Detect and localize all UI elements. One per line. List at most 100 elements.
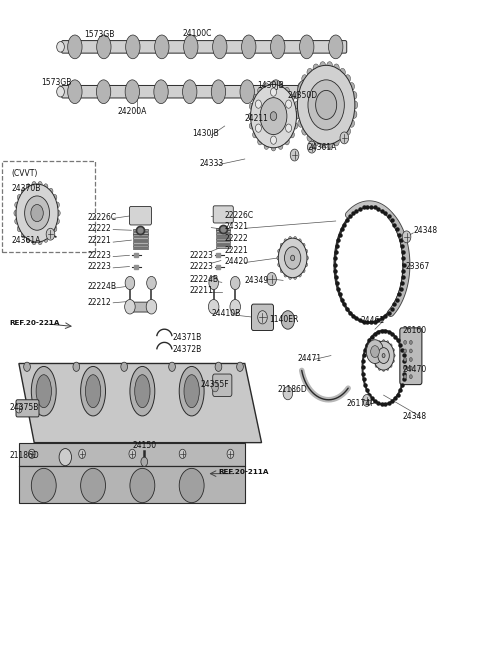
Circle shape — [307, 134, 312, 141]
Circle shape — [334, 138, 339, 146]
Circle shape — [345, 75, 350, 83]
Circle shape — [278, 83, 283, 89]
Circle shape — [290, 95, 294, 100]
Circle shape — [308, 141, 316, 153]
Circle shape — [147, 276, 156, 290]
FancyBboxPatch shape — [213, 206, 233, 223]
Circle shape — [283, 387, 293, 400]
FancyBboxPatch shape — [400, 328, 422, 385]
Circle shape — [294, 276, 297, 280]
Circle shape — [56, 210, 60, 216]
Circle shape — [313, 64, 319, 72]
Circle shape — [46, 228, 55, 240]
Circle shape — [307, 68, 312, 76]
Circle shape — [393, 354, 395, 357]
Circle shape — [237, 362, 243, 371]
Circle shape — [372, 354, 374, 357]
Circle shape — [409, 358, 412, 362]
Circle shape — [382, 354, 385, 358]
Circle shape — [179, 449, 186, 459]
Text: 22221: 22221 — [225, 245, 249, 254]
FancyBboxPatch shape — [61, 85, 344, 98]
Text: 1573GB: 1573GB — [84, 30, 115, 40]
Circle shape — [252, 132, 257, 138]
Circle shape — [373, 360, 375, 363]
Circle shape — [322, 99, 330, 110]
Circle shape — [288, 276, 291, 280]
Circle shape — [402, 231, 411, 243]
Text: 26174P: 26174P — [347, 399, 375, 408]
Ellipse shape — [31, 366, 56, 416]
Circle shape — [339, 134, 345, 141]
FancyBboxPatch shape — [128, 302, 154, 312]
Circle shape — [302, 127, 308, 135]
Text: 24348: 24348 — [403, 412, 427, 421]
Circle shape — [15, 202, 19, 208]
Circle shape — [281, 311, 295, 329]
Polygon shape — [19, 364, 262, 443]
Circle shape — [24, 196, 49, 230]
Circle shape — [38, 239, 42, 245]
Text: 24461: 24461 — [360, 316, 385, 325]
Circle shape — [57, 42, 64, 52]
Circle shape — [348, 120, 354, 128]
Bar — [133, 239, 148, 241]
Circle shape — [386, 340, 389, 344]
Circle shape — [141, 457, 148, 467]
Circle shape — [327, 61, 333, 69]
Circle shape — [271, 81, 276, 88]
Circle shape — [280, 268, 283, 272]
Bar — [133, 237, 148, 239]
Ellipse shape — [130, 469, 155, 502]
Circle shape — [378, 348, 389, 364]
Circle shape — [15, 218, 19, 224]
Circle shape — [299, 273, 301, 277]
Ellipse shape — [240, 80, 254, 104]
Circle shape — [302, 243, 305, 247]
Ellipse shape — [298, 80, 312, 104]
Bar — [216, 241, 230, 243]
Circle shape — [284, 273, 287, 277]
Circle shape — [280, 243, 283, 247]
Text: 24333: 24333 — [199, 159, 224, 168]
Circle shape — [32, 182, 36, 187]
Circle shape — [293, 123, 298, 129]
Circle shape — [366, 340, 384, 364]
Circle shape — [53, 194, 57, 200]
Text: 22222: 22222 — [88, 224, 111, 233]
Bar — [216, 238, 230, 240]
Circle shape — [320, 61, 325, 69]
Text: 24355F: 24355F — [201, 380, 229, 389]
Circle shape — [16, 184, 58, 242]
Circle shape — [21, 232, 25, 238]
Circle shape — [15, 404, 22, 413]
Circle shape — [404, 349, 407, 353]
Text: 22223: 22223 — [88, 251, 112, 260]
Circle shape — [390, 344, 392, 347]
Circle shape — [302, 268, 305, 272]
Ellipse shape — [184, 375, 199, 408]
Circle shape — [286, 100, 291, 108]
Circle shape — [404, 375, 407, 379]
Circle shape — [285, 139, 289, 145]
Ellipse shape — [154, 80, 168, 104]
Circle shape — [53, 226, 57, 232]
Circle shape — [351, 91, 357, 99]
FancyBboxPatch shape — [61, 40, 347, 53]
Circle shape — [258, 139, 262, 145]
Circle shape — [49, 232, 53, 238]
Circle shape — [258, 311, 267, 324]
Ellipse shape — [213, 35, 227, 59]
Text: 22223: 22223 — [190, 251, 214, 260]
Bar — [133, 245, 148, 247]
Circle shape — [212, 383, 218, 392]
Circle shape — [258, 87, 262, 94]
Text: 22224B: 22224B — [88, 282, 117, 292]
Bar — [133, 247, 148, 249]
Circle shape — [348, 83, 354, 91]
Circle shape — [252, 95, 257, 100]
Text: 22211: 22211 — [190, 286, 214, 295]
Circle shape — [327, 140, 333, 148]
Circle shape — [271, 88, 276, 97]
Circle shape — [390, 364, 392, 368]
